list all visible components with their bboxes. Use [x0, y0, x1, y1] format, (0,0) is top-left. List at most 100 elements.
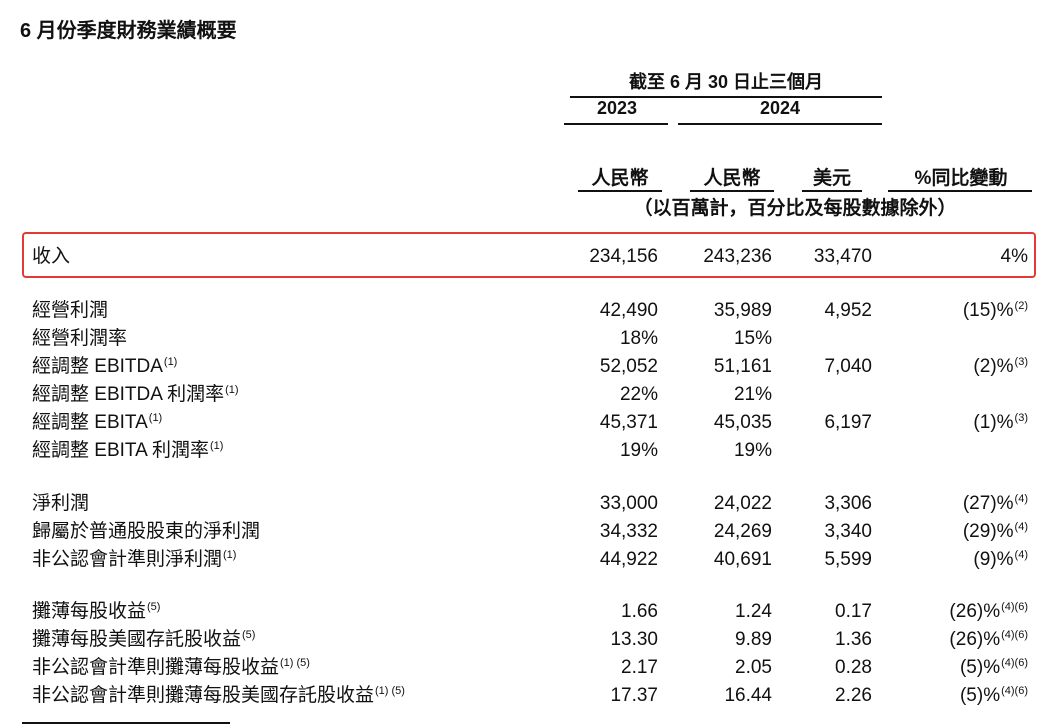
value-yoy-change: (27)%(4) [880, 490, 1028, 518]
value-2024-rmb: 24,022 [713, 493, 772, 514]
value-yoy-change: (2)%(3) [880, 353, 1028, 381]
value-2024-rmb: 16.44 [724, 685, 772, 706]
yoy-footnote-ref: (3) [1014, 356, 1028, 368]
label-footnote-ref: (5) [242, 629, 256, 641]
yoy-footnote-ref: (4) [1014, 521, 1028, 533]
value-2024-usd: 4,952 [824, 300, 872, 321]
yoy-text: (15)% [962, 300, 1014, 321]
value-yoy-change: (1)%(3) [880, 409, 1028, 437]
table-row: 攤薄每股收益(5) 1.66 1.24 0.17 (26)%(4)(6) [0, 598, 1044, 626]
row-label: 經調整 EBITA 利潤率(1) [32, 437, 223, 465]
row-label-text: 淨利潤 [32, 493, 90, 514]
yoy-text: (2)% [973, 356, 1014, 377]
row-label-text: 非公認會計準則攤薄每股收益 [32, 657, 280, 678]
row-label-text: 攤薄每股美國存託股收益 [32, 629, 242, 650]
revenue-highlight-box [22, 232, 1036, 278]
value-yoy-change: (26)%(4)(6) [880, 598, 1028, 626]
row-label: 歸屬於普通股股東的淨利潤 [32, 518, 260, 546]
label-footnote-ref: (1) (5) [375, 685, 405, 697]
row-label-text: 經調整 EBITDA 利潤率 [32, 384, 225, 405]
value-2024-rmb: 19% [733, 440, 772, 461]
row-label-text: 收入 [32, 246, 71, 267]
value-yoy-change: (5)%(4)(6) [880, 654, 1028, 682]
table-row: 非公認會計準則攤薄每股美國存託股收益(1) (5) 17.37 16.44 2.26 (… [0, 682, 1044, 710]
yoy-footnote-ref: (4) [1014, 549, 1028, 561]
label-footnote-ref: (1) [163, 356, 178, 368]
row-label-text: 經調整 EBITDA [32, 356, 163, 377]
value-yoy-change: (15)%(2) [880, 297, 1028, 325]
label-footnote-ref: (5) [147, 601, 161, 613]
row-label: 攤薄每股美國存託股收益(5) [32, 626, 255, 654]
value-2024-usd: 2.26 [835, 685, 872, 706]
label-footnote-ref: (1) [225, 384, 239, 396]
table-row: 非公認會計準則淨利潤(1) 44,922 40,691 5,599 (9)%(4) [0, 546, 1044, 574]
table-row: 淨利潤 33,000 24,022 3,306 (27)%(4) [0, 490, 1044, 518]
value-2023-rmb: 17.37 [610, 685, 658, 706]
col-rmb-2024-header: 人民幣 [703, 168, 761, 189]
row-label: 經營利潤 [32, 297, 108, 325]
table-row: 攤薄每股美國存託股收益(5) 13.30 9.89 1.36 (26)%(4)(6) [0, 626, 1044, 654]
yoy-text: (26)% [949, 601, 1001, 622]
value-2024-rmb: 21% [733, 384, 772, 405]
yoy-text: (5)% [959, 657, 1001, 678]
row-label-text: 經調整 EBITA 利潤率 [32, 440, 210, 461]
year-2024-underline [678, 123, 882, 125]
yoy-text: (29)% [962, 521, 1014, 542]
table-row: 非公認會計準則攤薄每股收益(1) (5) 2.17 2.05 0.28 (5)%(4)(… [0, 654, 1044, 682]
table-row: 歸屬於普通股股東的淨利潤 34,332 24,269 3,340 (29)%(4) [0, 518, 1044, 546]
yoy-text: (26)% [949, 629, 1001, 650]
value-yoy-change: (26)%(4)(6) [880, 626, 1028, 654]
value-yoy-change: (29)%(4) [880, 518, 1028, 546]
value-2024-rmb: 45,035 [713, 412, 772, 433]
value-2023-rmb: 33,000 [599, 493, 658, 514]
label-footnote-ref: (1) [223, 549, 237, 561]
yoy-footnote-ref: (4)(6) [1001, 629, 1028, 641]
col-usd-header: 美元 [812, 168, 851, 189]
value-2023-rmb: 52,052 [599, 356, 658, 377]
year-2024-header: 2024 [759, 98, 801, 118]
yoy-text: 4% [1000, 246, 1028, 267]
row-label: 非公認會計準則淨利潤(1) [32, 546, 236, 574]
year-2023-header: 2023 [596, 98, 638, 118]
row-label-text: 非公認會計準則淨利潤 [32, 549, 223, 570]
col-yoy-header: %同比變動 [914, 168, 1008, 189]
label-footnote-ref: (1) [210, 440, 224, 452]
yoy-text: (9)% [973, 549, 1014, 570]
label-footnote-ref: (1) [148, 412, 163, 424]
value-2023-rmb: 34,332 [599, 521, 658, 542]
table-row: 經營利潤 42,490 35,989 4,952 (15)%(2) [0, 297, 1044, 325]
value-2023-rmb: 1.66 [621, 601, 658, 622]
value-2024-rmb: 40,691 [713, 549, 772, 570]
value-2024-usd: 33,470 [813, 246, 872, 267]
col-usd-underline [802, 190, 862, 192]
value-2024-rmb: 24,269 [713, 521, 772, 542]
value-2023-rmb: 18% [619, 328, 658, 349]
value-2023-rmb: 2.17 [621, 657, 658, 678]
value-2024-rmb: 35,989 [713, 300, 772, 321]
row-label: 經調整 EBITDA(1) [32, 353, 177, 381]
col-rmb-2024-underline [690, 190, 774, 192]
yoy-text: (5)% [959, 685, 1001, 706]
value-2023-rmb: 45,371 [599, 412, 658, 433]
yoy-footnote-ref: (3) [1014, 412, 1028, 424]
yoy-footnote-ref: (4)(6) [1001, 601, 1028, 613]
yoy-footnote-ref: (4)(6) [1001, 657, 1028, 669]
row-label-text: 歸屬於普通股股東的淨利潤 [32, 521, 261, 542]
row-label-text: 經營利潤率 [32, 328, 128, 349]
page-title: 6 月份季度財務業績概要 [20, 20, 237, 42]
row-label: 非公認會計準則攤薄每股美國存託股收益(1) (5) [32, 682, 405, 710]
period-header: 截至 6 月 30 日止三個月 [628, 72, 824, 92]
col-rmb-2023-header: 人民幣 [591, 168, 649, 189]
table-row: 經調整 EBITA(1) 45,371 45,035 6,197 (1)%(3) [0, 409, 1044, 437]
row-label: 非公認會計準則攤薄每股收益(1) (5) [32, 654, 310, 682]
yoy-text: (27)% [962, 493, 1014, 514]
value-2024-rmb: 9.89 [735, 629, 772, 650]
value-2024-usd: 0.28 [835, 657, 872, 678]
yoy-footnote-ref: (4) [1014, 493, 1028, 505]
row-label: 經調整 EBITA(1) [32, 409, 162, 437]
row-label: 收入 [32, 243, 70, 271]
value-2023-rmb: 44,922 [599, 549, 658, 570]
value-2024-usd: 5,599 [824, 549, 872, 570]
value-2024-usd: 0.17 [835, 601, 872, 622]
row-label: 攤薄每股收益(5) [32, 598, 160, 626]
